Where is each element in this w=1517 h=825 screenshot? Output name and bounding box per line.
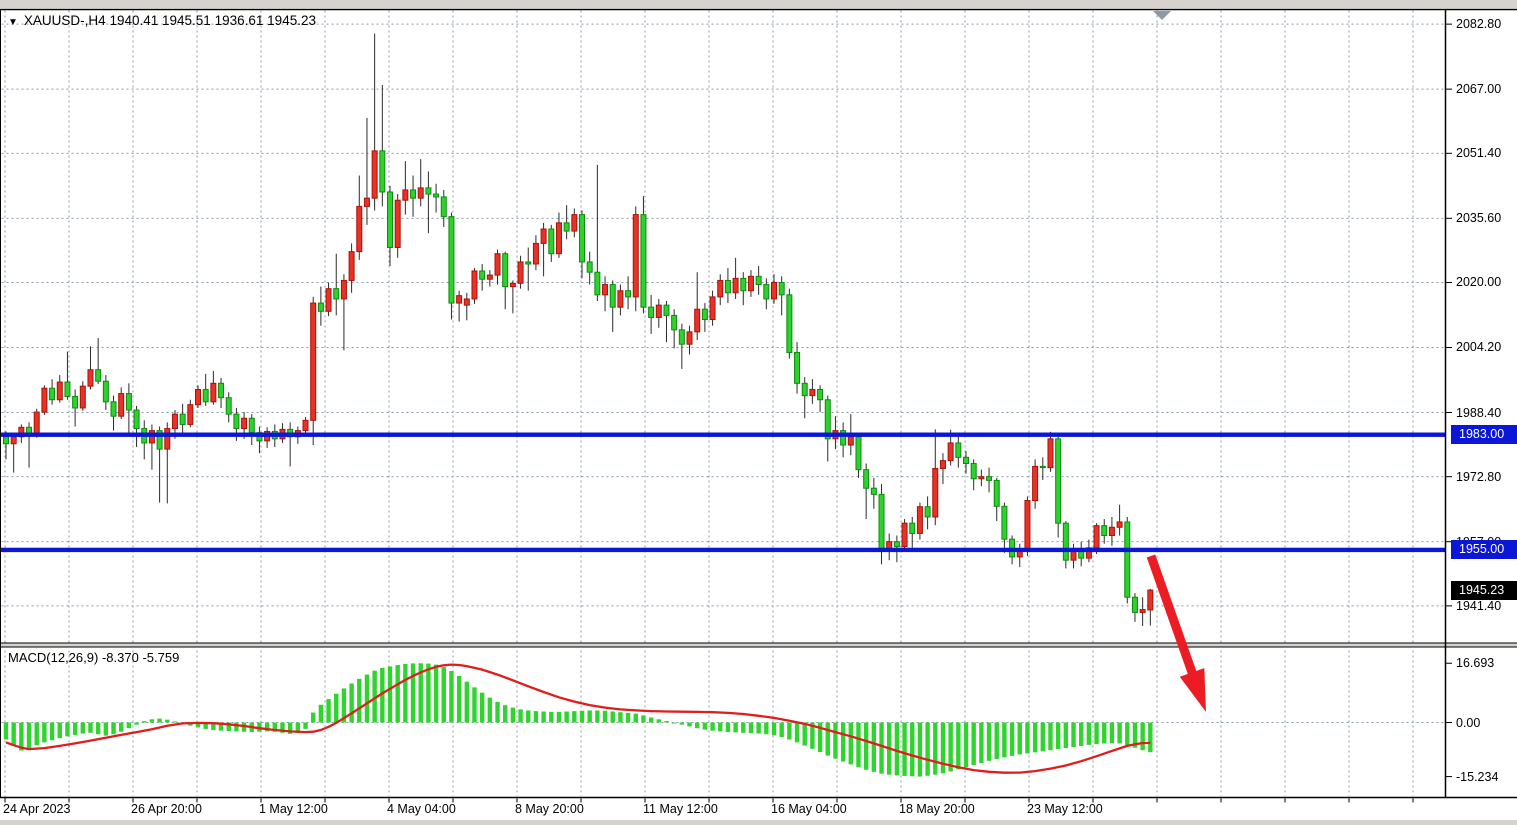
- time-axis-label: 4 May 04:00: [387, 802, 456, 816]
- bearish-arrow-annotation[interactable]: [1146, 554, 1206, 712]
- price-axis-label: 2035.60: [1456, 211, 1502, 226]
- time-axis-label: 11 May 12:00: [643, 802, 718, 816]
- window-chrome-top: [0, 0, 1517, 8]
- price-axis-label: 2004.20: [1456, 340, 1502, 355]
- macd-signal-line: [5, 663, 1151, 774]
- time-axis-label: 8 May 20:00: [515, 802, 584, 816]
- quote-close: 1945.23: [267, 13, 316, 28]
- current-price-badge: 1945.23: [1451, 580, 1517, 600]
- macd-axis-label: 16.693: [1456, 656, 1495, 671]
- macd-indicator-label: MACD(12,26,9) -8.370 -5.759: [8, 650, 179, 665]
- price-axis-label: 2082.80: [1456, 17, 1502, 32]
- time-axis-label: 23 May 12:00: [1027, 802, 1103, 816]
- quote-bar: ▼ XAUUSD-,H4 1940.41 1945.51 1936.61 1945…: [8, 13, 316, 28]
- chart-shift-marker-icon: [1153, 11, 1171, 20]
- macd-signal-value: -5.759: [142, 650, 180, 665]
- symbol-period-label: XAUUSD-,H4: [23, 13, 106, 28]
- price-axis-label: 2051.40: [1456, 146, 1502, 161]
- price-axis-label: 1941.40: [1456, 598, 1502, 613]
- time-axis-label: 16 May 04:00: [771, 802, 847, 816]
- price-axis-label: 1988.40: [1456, 405, 1502, 420]
- macd-axis-label: -15.234: [1456, 769, 1499, 784]
- candlestick-series[interactable]: [3, 33, 1154, 627]
- window-chrome-bottom: [0, 820, 1517, 825]
- panel-borders: [0, 8, 1517, 799]
- time-axis-label: 26 Apr 20:00: [131, 802, 202, 816]
- quote-open: 1940.41: [109, 13, 159, 28]
- macd-axis-label: 0.00: [1456, 715, 1481, 730]
- macd-histogram: [3, 663, 1153, 777]
- price-axis-label: 1972.80: [1456, 469, 1502, 484]
- quote-high: 1945.51: [162, 13, 211, 28]
- horizontal-level-lines[interactable]: [0, 432, 1446, 553]
- macd-name: MACD(12,26,9): [8, 650, 99, 665]
- axis-tick-marks: [4, 23, 1452, 803]
- time-axis-label: 24 Apr 2023: [3, 802, 71, 816]
- chart-grid: [1, 10, 1444, 797]
- level-price-badge-1955: 1955.00: [1451, 540, 1517, 560]
- price-axis-label: 2067.00: [1456, 82, 1502, 97]
- price-axis-label: 2020.00: [1456, 275, 1502, 290]
- time-axis-label: 1 May 12:00: [259, 802, 328, 816]
- quote-low: 1936.61: [214, 13, 264, 28]
- macd-main-value: -8.370: [101, 650, 139, 665]
- time-axis-label: 18 May 20:00: [899, 802, 975, 816]
- symbol-dropdown-icon[interactable]: ▼: [8, 17, 18, 28]
- level-price-badge-1983: 1983.00: [1451, 425, 1517, 445]
